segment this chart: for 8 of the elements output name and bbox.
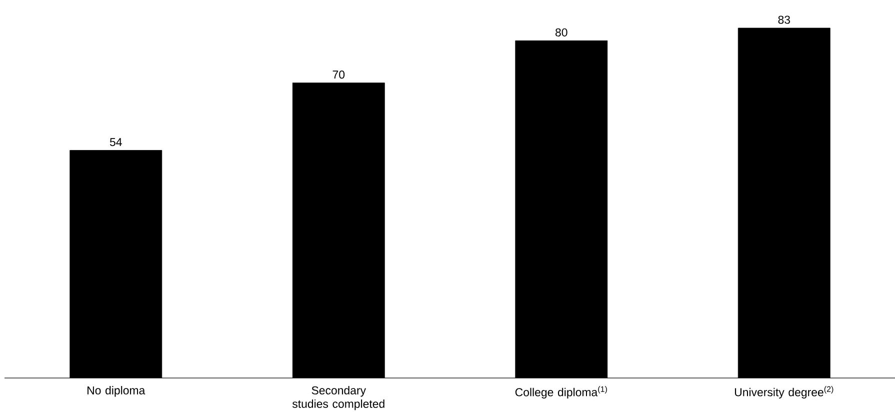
x-tick-label: Secondary studies completed bbox=[292, 386, 384, 410]
x-tick-label: No diploma bbox=[88, 386, 146, 397]
x-tick-label: University degree$^{(2)}$ bbox=[734, 386, 834, 399]
data-label: 80 bbox=[556, 28, 568, 36]
data-label: 54 bbox=[110, 138, 122, 146]
data-label: 70 bbox=[332, 70, 345, 79]
data-label: 83 bbox=[778, 16, 790, 24]
x-tick-label: College diploma$^{(1)}$ bbox=[515, 386, 607, 399]
